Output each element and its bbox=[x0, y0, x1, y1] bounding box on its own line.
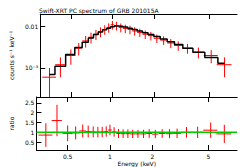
svg-text:ratio: ratio bbox=[8, 116, 15, 130]
svg-text:2: 2 bbox=[31, 109, 35, 116]
svg-text:0.5: 0.5 bbox=[63, 153, 73, 160]
svg-text:2: 2 bbox=[150, 153, 154, 160]
svg-text:2.5: 2.5 bbox=[25, 99, 35, 106]
svg-text:0.01: 0.01 bbox=[25, 23, 39, 30]
svg-text:1.5: 1.5 bbox=[25, 119, 35, 126]
svg-text:10⁻³: 10⁻³ bbox=[25, 64, 39, 71]
svg-text:0.5: 0.5 bbox=[25, 139, 35, 146]
svg-text:1: 1 bbox=[31, 129, 35, 136]
svg-text:1: 1 bbox=[108, 153, 112, 160]
svg-text:Energy (keV): Energy (keV) bbox=[117, 160, 156, 167]
svg-text:5: 5 bbox=[206, 153, 210, 160]
svg-text:Swift-XRT PC spectrum of GRB 2: Swift-XRT PC spectrum of GRB 201015A bbox=[39, 7, 159, 15]
svg-text:counts s⁻¹ keV⁻¹: counts s⁻¹ keV⁻¹ bbox=[8, 30, 15, 80]
